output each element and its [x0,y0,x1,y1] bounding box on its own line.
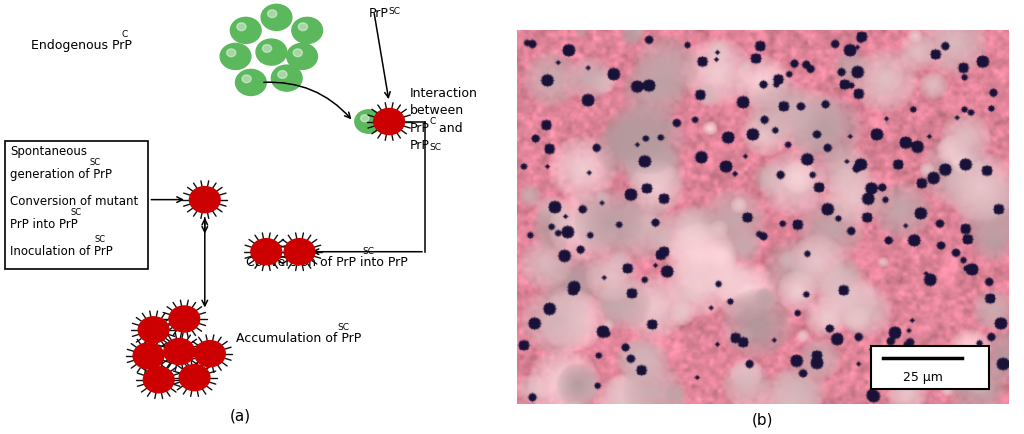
Circle shape [164,339,195,365]
Circle shape [138,317,169,343]
Circle shape [284,239,315,265]
FancyBboxPatch shape [5,141,148,269]
Circle shape [179,365,210,391]
Text: SC: SC [337,323,349,332]
Text: Endogenous PrP: Endogenous PrP [31,39,132,52]
Circle shape [278,71,287,79]
Circle shape [292,17,323,43]
Text: PrP: PrP [369,7,388,20]
Circle shape [256,39,287,65]
Circle shape [195,341,225,367]
Circle shape [236,69,266,95]
FancyBboxPatch shape [871,346,989,389]
Text: (a): (a) [230,408,251,423]
Text: SC: SC [94,235,105,244]
Circle shape [230,17,261,43]
Text: between: between [410,104,464,117]
Text: PrP: PrP [410,139,429,152]
Text: SC: SC [362,247,375,256]
Text: (b): (b) [753,412,773,427]
Circle shape [262,45,271,53]
Circle shape [169,306,200,332]
Text: C: C [122,30,128,39]
Text: SC: SC [388,7,400,16]
Text: and: and [435,122,463,135]
Text: Accumulation of PrP: Accumulation of PrP [236,332,360,345]
Text: SC: SC [90,158,100,168]
Text: Inoculation of PrP: Inoculation of PrP [10,245,113,258]
Circle shape [237,23,246,31]
Circle shape [226,49,236,57]
Text: SC: SC [429,143,441,152]
Text: PrP into PrP: PrP into PrP [10,217,78,230]
Text: PrP: PrP [410,122,429,135]
Text: Interaction: Interaction [410,87,477,100]
Circle shape [251,239,282,265]
Circle shape [298,23,307,31]
Circle shape [189,187,220,213]
Circle shape [293,49,302,57]
Circle shape [143,367,174,393]
Text: Conversion of PrP into PrP: Conversion of PrP into PrP [246,256,408,269]
Circle shape [374,108,404,135]
Circle shape [267,10,276,18]
Text: C: C [429,117,435,126]
Circle shape [133,343,164,369]
Text: 25 μm: 25 μm [903,372,942,385]
Circle shape [287,43,317,69]
Text: Spontaneous: Spontaneous [10,145,87,158]
Text: generation of PrP: generation of PrP [10,168,113,181]
Circle shape [354,110,383,133]
Circle shape [220,43,251,69]
Circle shape [271,65,302,91]
Circle shape [242,75,251,83]
Circle shape [261,4,292,30]
Circle shape [360,115,369,122]
Text: Conversion of mutant: Conversion of mutant [10,195,138,208]
Text: SC: SC [71,208,82,217]
